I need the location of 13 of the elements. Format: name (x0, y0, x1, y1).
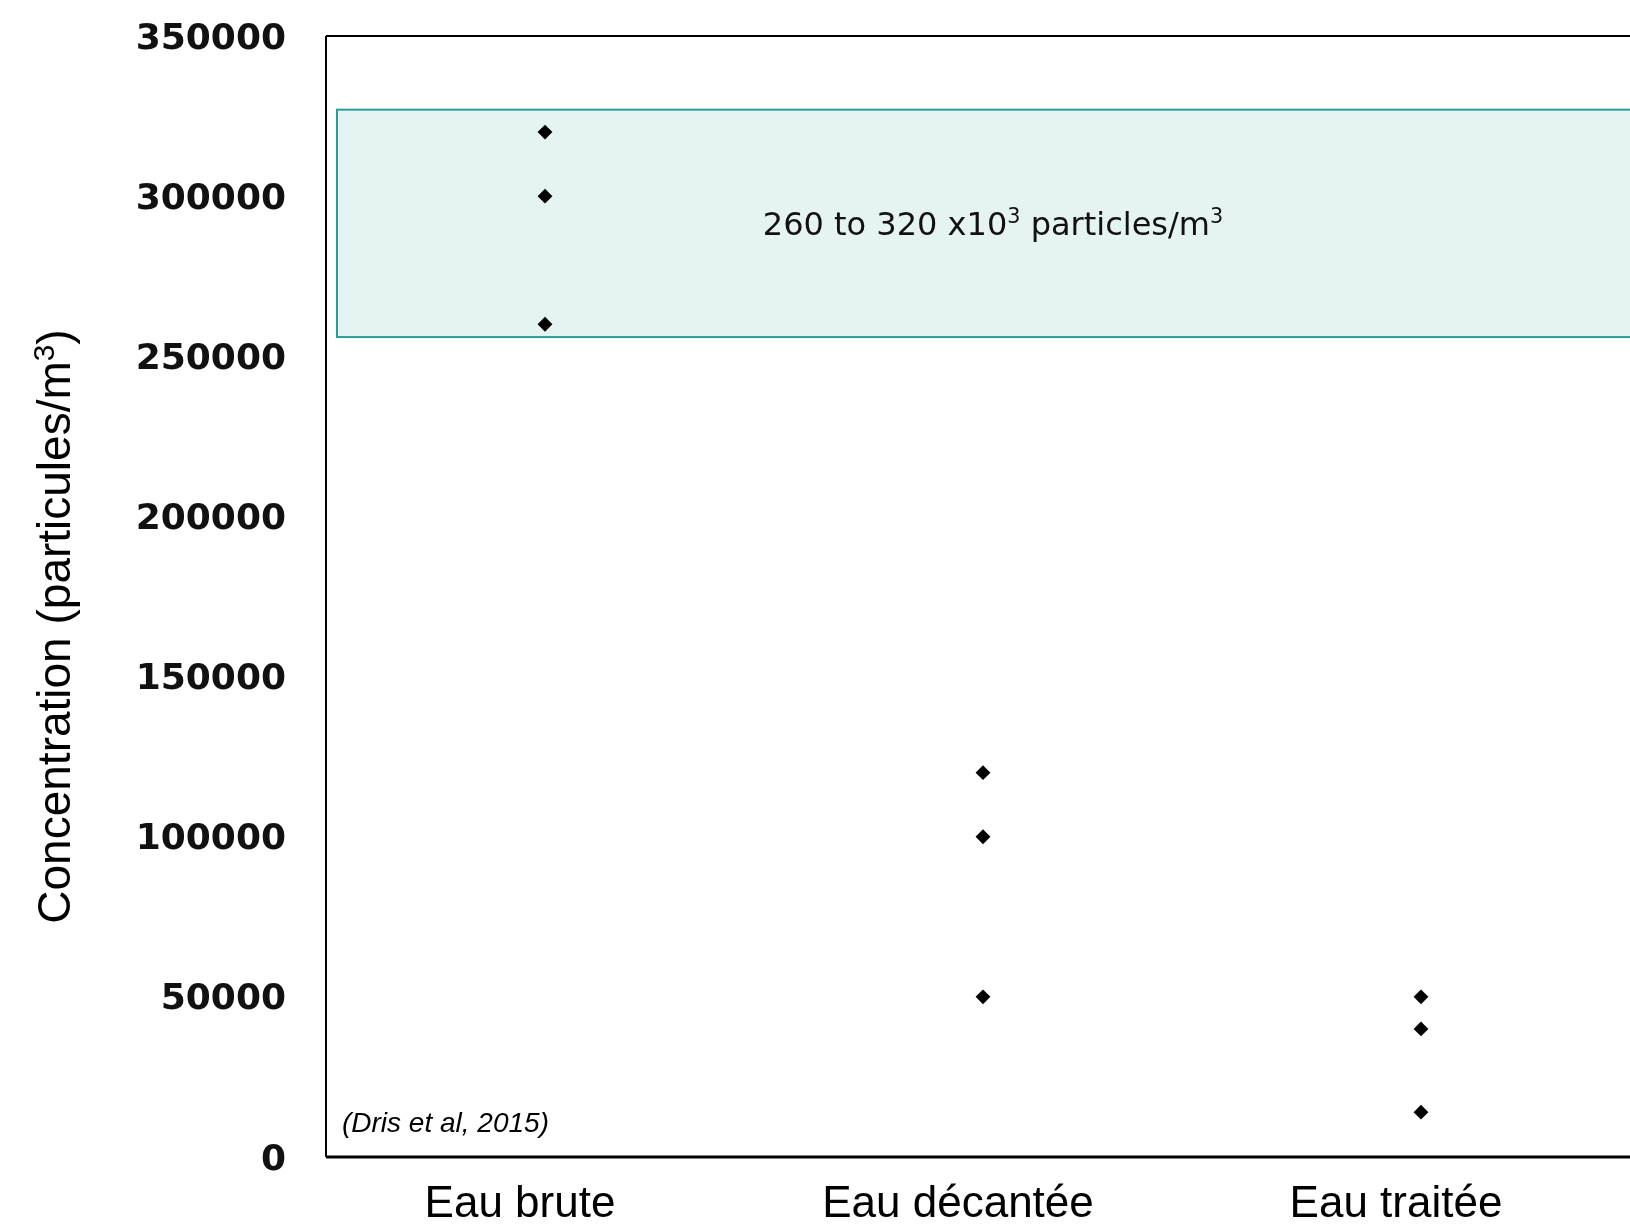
annotation: (Dris et al, 2015) (342, 1107, 549, 1138)
x-tick-label: Eau traitée (1289, 1177, 1503, 1226)
y-tick-label: 250000 (135, 335, 286, 377)
y-tick-label: 150000 (135, 656, 286, 698)
band-label: 260 to 320 x10$^{3}$ particles/m$^{3}$ (762, 203, 1224, 243)
y-tick-label: 50000 (160, 976, 286, 1018)
y-tick-label: 100000 (135, 816, 286, 858)
x-tick-label: Eau brute (424, 1177, 616, 1226)
x-tick-label: Eau décantée (822, 1177, 1094, 1226)
y-tick-label: 300000 (135, 175, 286, 217)
y-tick-label: 0 (260, 1136, 286, 1178)
y-tick-label: 200000 (135, 496, 286, 538)
y-tick-label: 350000 (135, 15, 286, 57)
